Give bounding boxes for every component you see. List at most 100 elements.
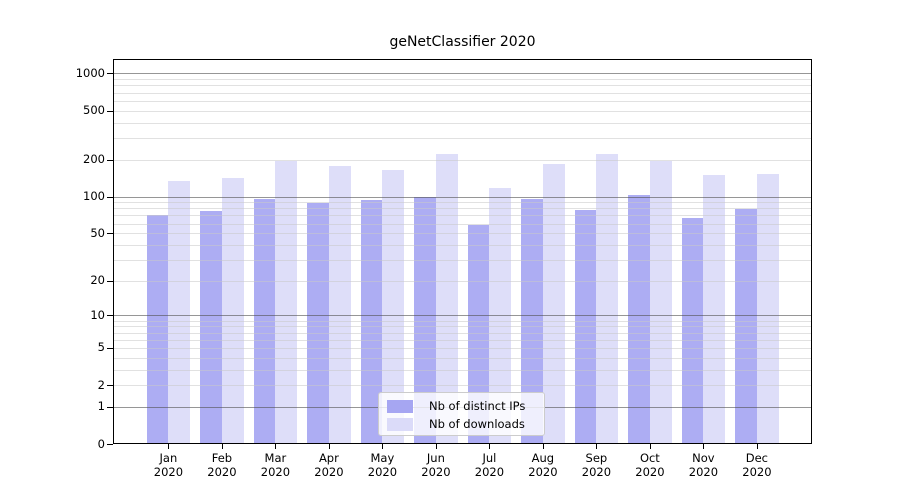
bar-downloads [168, 180, 191, 444]
y-tick-label: 2 [97, 377, 105, 392]
y-tick-label: 1000 [75, 65, 105, 80]
x-tick-label: Nov 2020 [688, 451, 719, 479]
bar-distinct-ips [414, 196, 436, 444]
y-tick-label: 5 [97, 340, 105, 355]
legend-swatch-distinct-ips [387, 399, 413, 413]
gridline-minor [113, 110, 812, 112]
gridline-minor [113, 92, 812, 94]
gridline-minor [113, 332, 812, 334]
y-tick-mark [107, 406, 113, 408]
x-tick-label: Dec 2020 [742, 451, 772, 479]
y-tick-mark [107, 233, 113, 235]
y-tick-label: 200 [83, 152, 105, 167]
y-tick-mark [107, 196, 113, 198]
bar-downloads [382, 169, 405, 444]
bar-distinct-ips [681, 217, 704, 444]
x-tick-label: Jan 2020 [153, 451, 184, 479]
y-tick-label: 20 [90, 273, 105, 288]
chart-title: geNetClassifier 2020 [389, 34, 536, 50]
x-tick-mark [542, 444, 544, 449]
x-tick-label: Sep 2020 [581, 451, 612, 479]
x-tick-label: Apr 2020 [314, 451, 344, 479]
y-tick-label: 10 [90, 307, 105, 322]
y-tick-label: 100 [83, 189, 105, 203]
plot-area [113, 59, 812, 444]
legend-label: Nb of downloads [429, 417, 525, 431]
y-tick-mark [107, 280, 113, 282]
y-tick-mark [107, 347, 113, 349]
gridline-minor [113, 357, 812, 359]
x-tick-mark [649, 444, 651, 449]
gridline-minor [113, 259, 812, 261]
gridline-minor [113, 202, 812, 204]
gridline-minor [113, 122, 812, 124]
gridline-minor [113, 233, 812, 235]
x-tick-mark [382, 444, 384, 449]
gridline-minor [113, 320, 812, 322]
gridline-major [113, 73, 812, 75]
y-tick-label: 1 [97, 399, 105, 414]
gridline-minor [113, 85, 812, 87]
gridline-minor [113, 215, 812, 217]
y-tick-label: 500 [83, 103, 105, 118]
x-tick-label: Aug 2020 [528, 451, 558, 479]
gridline-minor [113, 326, 812, 328]
gridline-minor [113, 223, 812, 225]
legend: Nb of distinct IPs Nb of downloads [378, 392, 545, 436]
bar-distinct-ips [146, 215, 169, 444]
x-tick-mark [435, 444, 437, 449]
y-tick-mark [107, 315, 113, 317]
x-tick-mark [703, 444, 705, 449]
plot-border [113, 59, 812, 444]
gridline-minor [113, 369, 812, 371]
gridline-minor [113, 385, 812, 387]
x-tick-mark [596, 444, 598, 449]
bar-downloads [542, 164, 565, 444]
x-tick-label: May 2020 [367, 451, 398, 479]
bar-downloads [275, 160, 298, 444]
legend-item-downloads: Nb of downloads [387, 415, 536, 433]
bar-downloads [703, 174, 726, 444]
bar-distinct-ips [628, 195, 650, 444]
gridline-minor [113, 339, 812, 341]
grid-layer [113, 59, 812, 444]
legend-label: Nb of distinct IPs [429, 399, 526, 413]
y-tick-mark [107, 110, 113, 112]
x-tick-label: Feb 2020 [207, 451, 237, 479]
bar-downloads [649, 160, 672, 444]
x-tick-label: Oct 2020 [635, 451, 665, 479]
legend-item-distinct-ips: Nb of distinct IPs [387, 397, 536, 415]
x-tick-label: Mar 2020 [260, 451, 291, 479]
x-tick-mark [328, 444, 330, 449]
x-tick-mark [275, 444, 277, 449]
bar-distinct-ips [360, 200, 383, 444]
gridline-minor [113, 159, 812, 161]
x-tick-mark [489, 444, 491, 449]
y-tick-label: 0 [97, 436, 105, 451]
gridline-minor [113, 208, 812, 210]
y-tick-mark [107, 159, 113, 161]
bar-downloads [756, 174, 779, 444]
legend-swatch-downloads [387, 417, 413, 431]
gridline-minor [113, 280, 812, 282]
bar-downloads [435, 154, 458, 444]
bar-distinct-ips [307, 203, 329, 444]
bar-downloads [328, 166, 351, 444]
bar-downloads [221, 177, 244, 444]
gridline-minor [113, 137, 812, 139]
gridline-major [113, 315, 812, 317]
y-tick-mark [107, 385, 113, 387]
gridline-minor [113, 244, 812, 246]
bar-downloads [596, 154, 619, 444]
gridline-major [113, 196, 812, 198]
y-tick-mark [107, 73, 113, 75]
gridline-minor [113, 347, 812, 349]
x-tick-mark [168, 444, 170, 449]
y-tick-label: 50 [90, 225, 105, 240]
gridline-minor [113, 100, 812, 102]
x-tick-mark [756, 444, 758, 449]
bar-distinct-ips [467, 225, 490, 444]
x-tick-mark [221, 444, 223, 449]
x-tick-label: Jul 2020 [474, 451, 505, 479]
